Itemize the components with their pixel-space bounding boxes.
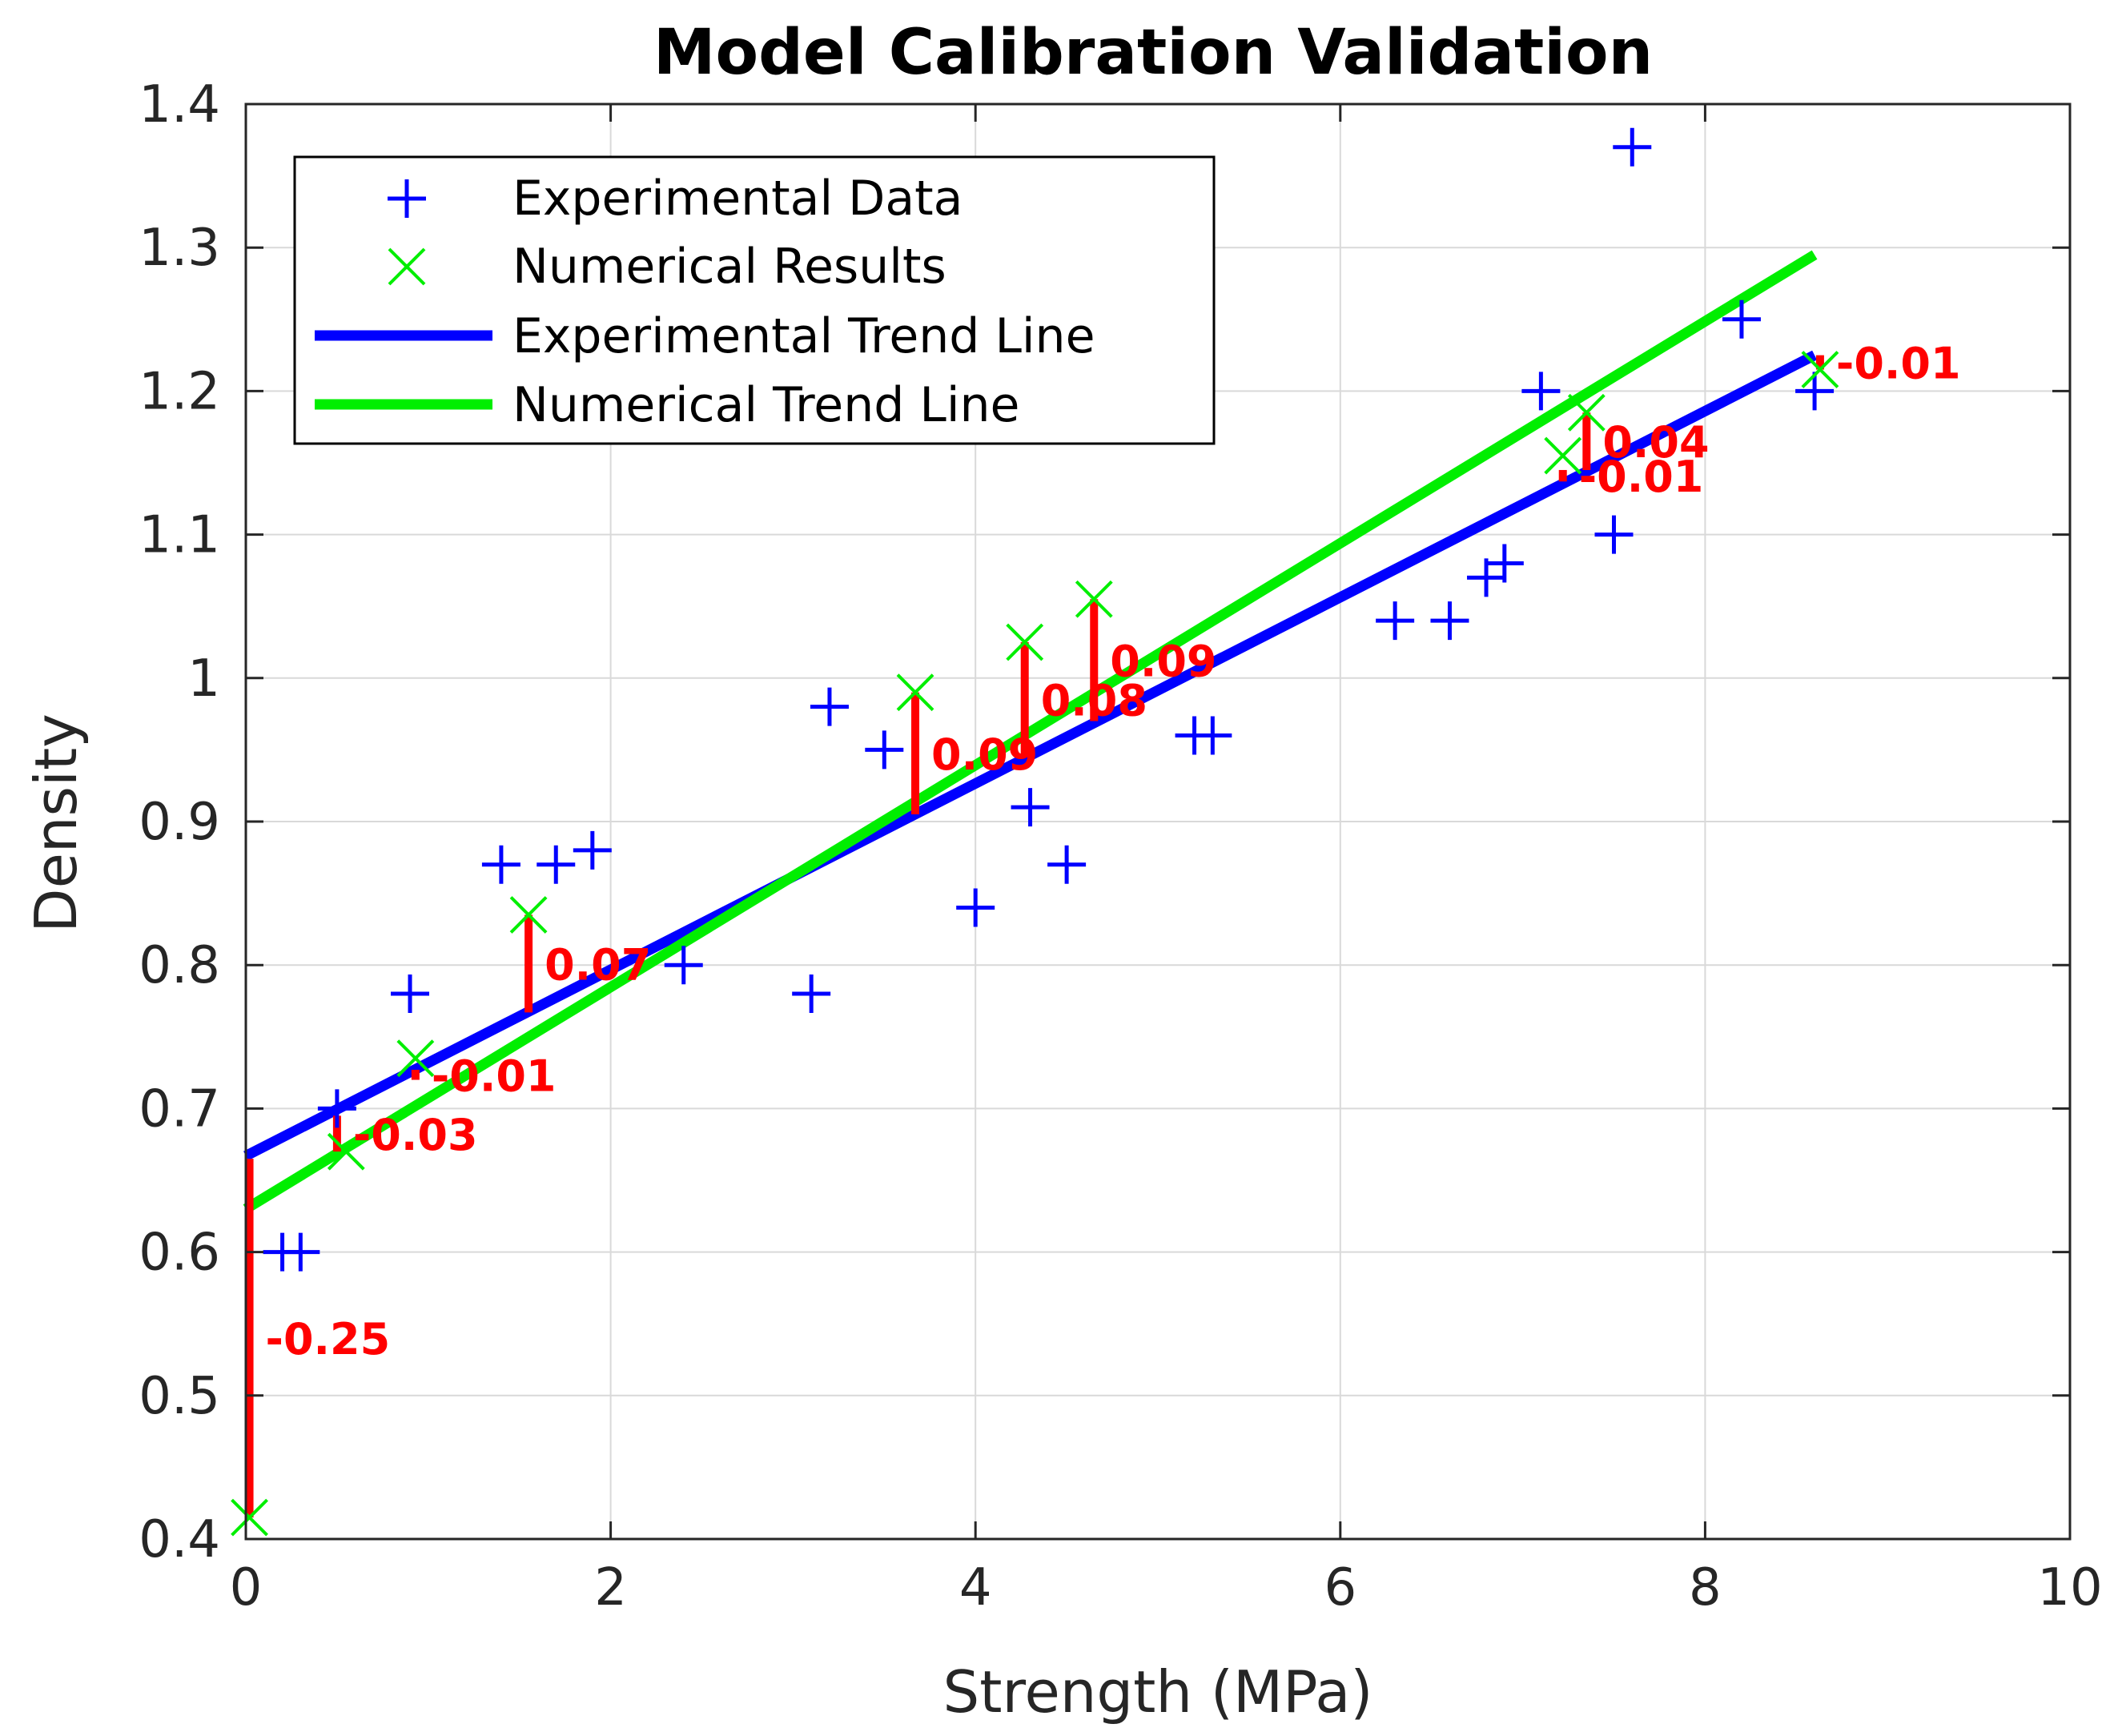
x-tick-label: 6 xyxy=(1324,1558,1356,1617)
legend: Experimental Data Numerical Results Expe… xyxy=(293,155,1216,445)
difference-label: 0.09 xyxy=(931,729,1038,780)
cross-stroke-b xyxy=(396,1039,435,1078)
cross-stroke-b xyxy=(388,247,426,286)
difference-label: 0.07 xyxy=(545,939,651,990)
numerical-result-point xyxy=(509,896,548,934)
legend-x-marker xyxy=(388,247,426,286)
y-tick-label: 1.1 xyxy=(139,506,220,565)
chart-title: Model Calibration Validation xyxy=(653,17,1653,89)
numerical-result-point xyxy=(327,1132,365,1171)
cross-stroke-b xyxy=(896,673,934,712)
cross-stroke-b xyxy=(1006,623,1044,661)
y-tick-label: 0.8 xyxy=(139,936,220,995)
x-tick-label: 2 xyxy=(594,1558,627,1617)
numerical-result-point xyxy=(1006,623,1044,661)
experimental-data-point xyxy=(1795,372,1835,411)
experimental-data-point xyxy=(664,946,703,985)
numerical-result-point xyxy=(231,1498,268,1537)
experimental-data-point xyxy=(1722,299,1761,339)
legend-item-numerical-results: Numerical Results xyxy=(388,239,946,295)
y-tick-label: 0.6 xyxy=(139,1224,220,1283)
y-tick-label: 0.9 xyxy=(139,793,220,852)
experimental-data-point xyxy=(281,1232,320,1272)
y-tick-label: 1.2 xyxy=(139,362,220,421)
y-tick-label: 1 xyxy=(187,649,220,709)
numerical-trend-line xyxy=(243,250,1818,1214)
numerical-result-point xyxy=(896,673,934,712)
y-tick-label: 0.7 xyxy=(139,1079,220,1139)
x-tick-label: 4 xyxy=(959,1558,992,1617)
numerical-result-point xyxy=(1544,436,1582,475)
numerical-result-point xyxy=(1801,351,1839,388)
difference-label: -0.01 xyxy=(432,1051,557,1101)
difference-bars xyxy=(245,355,1824,1518)
experimental-data-point xyxy=(1521,372,1561,411)
experimental-data-point xyxy=(1011,788,1050,827)
experimental-data-point xyxy=(810,687,849,726)
legend-label-numerical-results: Numerical Results xyxy=(512,239,946,295)
y-tick-label: 1.4 xyxy=(139,75,220,135)
x-axis-label: Strength (MPa) xyxy=(943,1658,1373,1726)
experimental-data-point xyxy=(537,845,576,884)
experimental-data-point xyxy=(1193,716,1232,755)
x-tick-label: 10 xyxy=(2037,1558,2102,1617)
difference-labels: -0.25-0.03-0.010.070.090.080.09-0.010.04… xyxy=(266,339,1961,1365)
legend-label-numerical-trend: Numerical Trend Line xyxy=(512,377,1019,433)
legend-plus-marker xyxy=(388,179,426,218)
difference-label: -0.25 xyxy=(266,1314,391,1364)
cross-stroke-b xyxy=(1544,436,1582,475)
y-tick-label: 0.4 xyxy=(139,1510,220,1569)
y-axis-label: Density xyxy=(22,713,90,933)
experimental-data-point xyxy=(1594,515,1634,554)
x-tick-label: 0 xyxy=(230,1558,263,1617)
y-tick-label: 0.5 xyxy=(139,1367,220,1426)
cross-stroke-b xyxy=(1567,393,1606,432)
numerical-result-point xyxy=(1075,580,1113,618)
difference-label: -0.03 xyxy=(353,1110,478,1160)
cross-stroke-b xyxy=(1801,351,1839,388)
difference-label: -0.01 xyxy=(1579,452,1704,502)
numerical-results-series xyxy=(231,351,1839,1537)
legend-x-glyph xyxy=(388,247,426,286)
legend-plus-glyph xyxy=(388,179,426,218)
legend-box xyxy=(293,155,1216,445)
x-tick-label: 8 xyxy=(1689,1558,1722,1617)
experimental-data-point xyxy=(1430,601,1469,641)
experimental-data-point xyxy=(573,830,612,870)
experimental-data-point xyxy=(1613,127,1652,167)
experimental-data-point xyxy=(481,845,520,884)
legend-label-experimental-data: Experimental Data xyxy=(512,171,963,227)
experimental-data-point xyxy=(1485,544,1524,583)
difference-label: -0.01 xyxy=(1836,339,1961,389)
y-tick-label: 1.3 xyxy=(139,219,220,278)
experimental-trend-line xyxy=(243,350,1818,1161)
experimental-data-point xyxy=(1047,845,1087,884)
experimental-data-point xyxy=(792,974,831,1014)
cross-stroke-b xyxy=(231,1498,268,1537)
experimental-data-series xyxy=(263,127,1835,1272)
experimental-data-point xyxy=(391,974,430,1014)
cross-stroke-b xyxy=(327,1132,365,1171)
difference-label: 0.04 xyxy=(1602,417,1709,468)
legend-label-experimental-trend: Experimental Trend Line xyxy=(512,308,1095,364)
legend-item-experimental-trend: Experimental Trend Line xyxy=(315,308,1095,364)
numerical-result-point xyxy=(396,1039,435,1078)
cross-stroke-b xyxy=(1075,580,1113,618)
experimental-data-point xyxy=(956,888,995,927)
legend-item-numerical-trend: Numerical Trend Line xyxy=(315,377,1019,433)
numerical-result-point xyxy=(1567,393,1606,432)
experimental-data-point xyxy=(317,1089,356,1128)
difference-label: 0.08 xyxy=(1041,676,1147,726)
experimental-data-point xyxy=(1376,601,1415,641)
trend-lines xyxy=(243,250,1818,1214)
difference-label: 0.09 xyxy=(1110,636,1216,686)
experimental-data-point xyxy=(865,730,904,770)
cross-stroke-b xyxy=(509,896,548,934)
legend-item-experimental-data: Experimental Data xyxy=(388,171,963,227)
axis-ticks: 0 2 4 6 8 10 0.4 0.5 0.6 0.7 0.8 0.9 1 1.1 1.2 1.3 1.4 xyxy=(139,75,2103,1617)
